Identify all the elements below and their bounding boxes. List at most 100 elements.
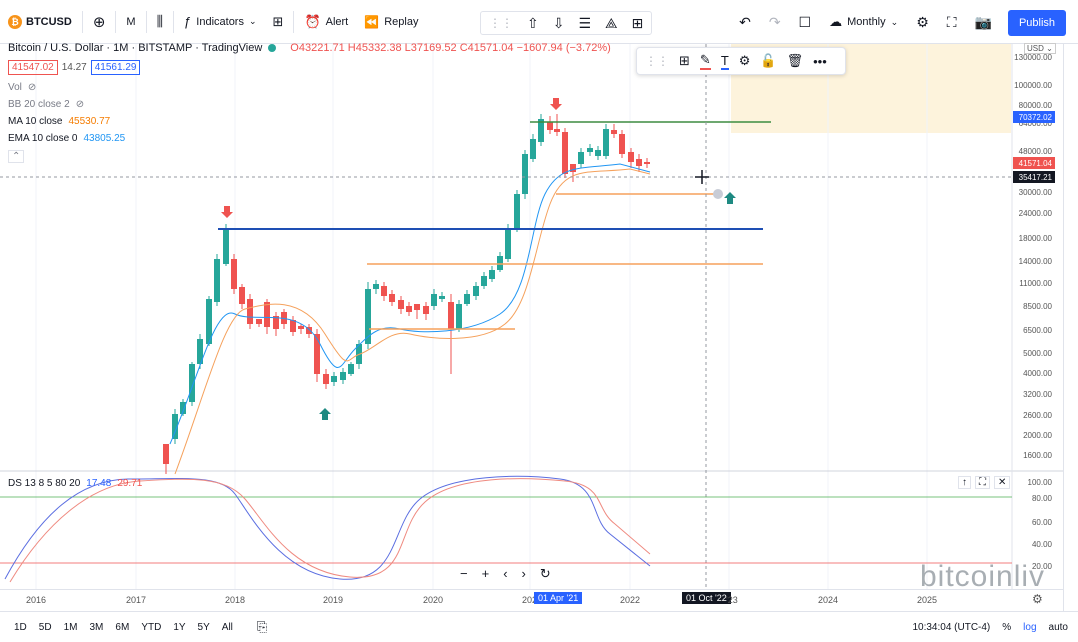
more-icon[interactable]: •••	[813, 53, 827, 69]
indicator-vol[interactable]: Vol ⊘	[8, 82, 36, 93]
eye-off-icon[interactable]: ⊘	[75, 99, 85, 110]
chevron-down-icon: ⌄	[248, 16, 257, 26]
range-6m[interactable]: 6M	[115, 621, 130, 633]
scroll-left-button[interactable]: ‹	[503, 566, 508, 581]
fullscreen-icon[interactable]: ⛶	[946, 13, 957, 30]
buy-arrow-1	[319, 408, 331, 420]
arrow-up-icon[interactable]: ↑	[958, 476, 971, 489]
bitcoin-icon: ₿	[8, 14, 22, 29]
fullscreen-icon[interactable]: ⛶	[975, 476, 990, 489]
range-5y[interactable]: 5Y	[197, 621, 210, 633]
candle-body	[365, 289, 371, 344]
chevron-down-icon: ⌄	[890, 16, 899, 27]
redo-icon[interactable]: ↷	[768, 13, 781, 30]
auto-toggle[interactable]: auto	[1048, 621, 1068, 633]
lines-icon[interactable]: ☰	[578, 14, 592, 31]
reset-icon[interactable]: ↻	[539, 566, 551, 581]
alarm-clock-icon: ⏰	[304, 13, 321, 29]
range-3m[interactable]: 3M	[89, 621, 104, 633]
price-axis-label: 11000.00	[1019, 279, 1052, 288]
divider	[81, 10, 83, 33]
percent-toggle[interactable]: %	[1002, 621, 1012, 633]
indicator-ma[interactable]: MA 10 close 45530.77	[8, 116, 110, 127]
range-all[interactable]: All	[221, 621, 233, 633]
eye-off-icon[interactable]: ⊘	[27, 82, 37, 93]
chart-area[interactable]: 170000.00130000.00100000.0080000.0064000…	[0, 44, 1063, 589]
osc-line-fast	[4, 475, 651, 580]
time-axis[interactable]: 2016 2017 2018 2019 2020 2022 2024 2025 202 01 Ap…	[0, 589, 1063, 611]
undo-icon[interactable]: ↶	[739, 13, 751, 30]
price-axis-label: 6500.00	[1023, 326, 1052, 335]
price-tag-last: 41571.04	[1019, 159, 1053, 168]
log-toggle[interactable]: log	[1023, 621, 1037, 633]
close-icon[interactable]: ✕	[994, 476, 1011, 489]
indicators-button[interactable]: ƒ Indicators ⌄	[176, 7, 264, 37]
arrow-down-icon[interactable]: ⇩	[552, 14, 565, 31]
indicator-bb[interactable]: BB 20 close 2 ⊘	[8, 99, 84, 110]
interval-button[interactable]: M	[118, 7, 143, 37]
pattern-icon[interactable]: ⟁	[605, 14, 618, 31]
price-tag-cursor: 35417.21	[1019, 173, 1053, 182]
arrow-up-icon[interactable]: ⇧	[527, 14, 539, 31]
drag-handle-icon[interactable]: ⋮⋮	[645, 54, 669, 68]
range-1m[interactable]: 1M	[63, 621, 78, 633]
square-icon[interactable]: ☐	[798, 13, 812, 30]
publish-button[interactable]: Publish	[1008, 10, 1066, 36]
bid-price[interactable]: 41547.02	[8, 60, 58, 75]
pencil-icon[interactable]: ✎	[699, 52, 711, 70]
gear-icon[interactable]: ⚙	[1032, 592, 1043, 606]
chart-canvas[interactable]: 170000.00130000.00100000.0080000.0064000…	[0, 44, 1063, 589]
replay-button[interactable]: ⏪ Replay	[356, 7, 426, 37]
chart-type-button[interactable]: ⫼	[149, 7, 171, 37]
interval-select[interactable]: ☁ Monthly ⌄	[829, 7, 898, 37]
cursor-marker	[713, 189, 723, 199]
oscillator-legend[interactable]: DS 13 8 5 80 20 17.48 29.71	[8, 478, 142, 489]
candle-body	[530, 139, 536, 159]
compare-button[interactable]: ⊕	[85, 7, 114, 37]
collapse-legend-button[interactable]: ⌃	[8, 150, 25, 163]
frame-icon[interactable]: ⊞	[631, 14, 644, 31]
gear-icon[interactable]: ⚙	[916, 13, 929, 30]
symbol-search[interactable]: ₿ BTCUSD	[0, 7, 80, 37]
drag-handle-icon[interactable]: ⋮⋮	[489, 16, 513, 30]
candle-body	[547, 122, 553, 130]
clock-time[interactable]: 10:34:04 (UTC-4)	[912, 621, 991, 633]
trash-icon[interactable]: 🗑	[786, 53, 804, 68]
range-1y[interactable]: 1Y	[173, 621, 186, 633]
ask-price[interactable]: 41561.29	[90, 60, 141, 75]
scroll-right-button[interactable]: ›	[521, 566, 526, 581]
range-1d[interactable]: 1D	[14, 621, 27, 633]
divider	[145, 10, 147, 33]
indicator-ema[interactable]: EMA 10 close 0 43805.25	[8, 133, 125, 144]
text-icon[interactable]: T	[720, 52, 729, 70]
price-axis-label: 64000.00	[1019, 119, 1053, 128]
templates-button[interactable]: ⊞	[265, 7, 292, 37]
osc-axis-label: 100.00	[1028, 478, 1053, 487]
plus-circle-icon: ⊕	[92, 13, 106, 31]
calendar-icon[interactable]: ⎘	[256, 619, 268, 634]
candle-body	[172, 414, 178, 439]
alert-button[interactable]: ⏰ Alert	[296, 7, 356, 37]
price-tag-last-bg	[1013, 157, 1055, 169]
gear-icon[interactable]: ⚙	[738, 53, 751, 68]
candles-icon: ⫼	[156, 13, 164, 29]
currency-select[interactable]: USD ⌄	[1024, 43, 1056, 54]
price-axis-label: 48000.00	[1019, 147, 1053, 156]
candle-body	[389, 294, 395, 302]
candle-body	[197, 339, 203, 364]
candle-body	[431, 294, 437, 306]
zoom-in-button[interactable]: +	[481, 566, 490, 581]
range-5d[interactable]: 5D	[38, 621, 52, 633]
alert-label: Alert	[325, 15, 349, 28]
time-axis-label: 2019	[323, 595, 344, 605]
camera-icon[interactable]: 📷	[974, 13, 992, 30]
range-ytd[interactable]: YTD	[141, 621, 162, 633]
candle-body	[298, 326, 304, 329]
sell-arrow-2	[550, 98, 562, 110]
candle-body	[603, 129, 609, 156]
zoom-out-button[interactable]: −	[460, 566, 468, 581]
candle-body	[373, 284, 379, 289]
template-icon[interactable]: ⊞	[679, 53, 690, 68]
lock-icon[interactable]: 🔓	[760, 53, 777, 68]
candle-body	[290, 320, 296, 332]
